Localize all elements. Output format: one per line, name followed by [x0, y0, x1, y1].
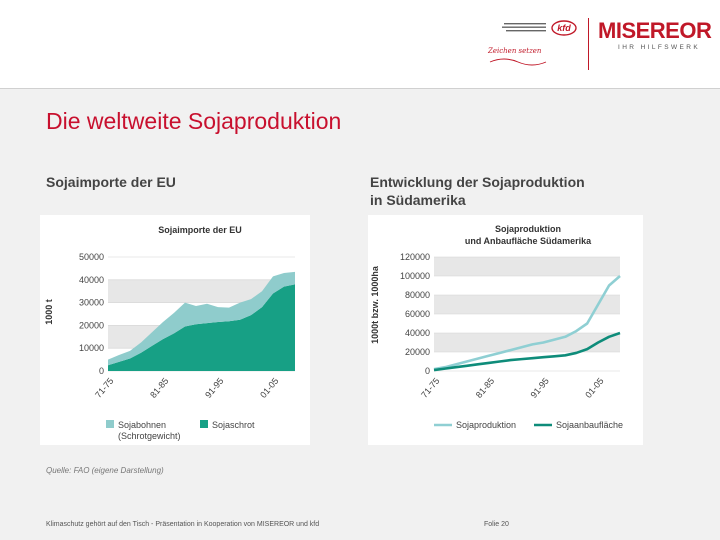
chart2-y-axis-label: 1000t bzw. 1000ha — [370, 265, 380, 344]
chart2-grid-band — [434, 295, 620, 314]
chart2-title-line1: Sojaproduktion — [495, 224, 561, 234]
chart1-legend: Sojabohnen (Schrotgewicht) Sojaschrot — [106, 420, 255, 441]
chart1-y-axis-label: 1000 t — [44, 299, 54, 325]
chart2-y-tick-label: 80000 — [405, 290, 430, 300]
line-sojaanbauflaeche — [433, 331, 621, 372]
line-sojaproduktion — [433, 275, 621, 371]
legend-swatch-sojaschrot — [200, 420, 208, 428]
chart1-y-tick-label: 40000 — [79, 275, 104, 285]
area-sojaschrot — [108, 284, 295, 371]
chart1-y-tick-label: 30000 — [79, 298, 104, 308]
legend-label-sojabohnen: Sojabohnen (Schrotgewicht) — [118, 420, 181, 441]
kfd-oval — [551, 20, 577, 36]
slide-header — [0, 0, 720, 88]
kfd-text: kfd — [557, 23, 571, 33]
chart1-y-tick-label: 10000 — [79, 343, 104, 353]
kfd-script-squiggle — [489, 58, 547, 66]
legend-label-line: Sojabohnen — [118, 420, 166, 430]
chart2-y-tick-label: 20000 — [405, 347, 430, 357]
misereor-subline: IHR HILFSWERK — [618, 44, 701, 51]
chart1-areas — [108, 271, 295, 371]
legend-label-sojaschrot: Sojaschrot — [212, 420, 255, 430]
chart1-grid-band — [108, 279, 295, 303]
chart2-grid-band — [434, 257, 620, 276]
kfd-tagline: Zeichen setzen — [487, 47, 542, 55]
left-heading: Sojaimporte der EU — [46, 174, 176, 190]
slide-title: Die weltweite Sojaproduktion — [46, 108, 342, 134]
area-sojabohnen — [108, 271, 295, 366]
chart2-y-tick-label: 120000 — [400, 252, 430, 262]
chart2-y-tick-label: 40000 — [405, 328, 430, 338]
legend-label-line: Sojaschrot — [212, 420, 255, 430]
chart2-background — [368, 215, 643, 445]
chart2-y-ticks: 0 20000 40000 60000 80000 100000 120000 — [400, 252, 430, 376]
chart1-y-ticks: 0 10000 20000 30000 40000 50000 — [79, 252, 104, 376]
logo-separator — [588, 18, 589, 70]
slide-number: Folie 20 — [484, 521, 509, 528]
chart2-gridlines — [434, 256, 620, 372]
chart2-y-tick-label: 60000 — [405, 309, 430, 319]
chart2-grid-band — [434, 333, 620, 352]
chart2-lines — [433, 275, 621, 372]
eu-imports-chart: Sojaimporte der EU 1000 t 0 10000 20000 300… — [40, 215, 310, 445]
legend-swatch-sojabohnen — [106, 420, 114, 428]
right-heading-line1: Entwicklung der Sojaproduktion — [370, 174, 585, 190]
chart2-y-tick-label: 100000 — [400, 271, 430, 281]
chart2-legend: Sojaproduktion Sojaanbaufläche — [434, 420, 623, 430]
chart1-y-tick-label: 0 — [99, 366, 104, 376]
chart2-title-line2: und Anbaufläche Südamerika — [465, 236, 592, 246]
source-note: Quelle: FAO (eigene Darstellung) — [46, 466, 164, 475]
misereor-name: MISEREOR — [598, 18, 712, 43]
legend-label-sojaproduktion: Sojaproduktion — [456, 420, 516, 430]
chart1-y-tick-label: 20000 — [79, 320, 104, 330]
legend-label-line: (Schrotgewicht) — [118, 431, 181, 441]
kfd-logo: kfd Zeichen setzen — [487, 20, 577, 66]
right-heading-line2: in Südamerika — [370, 192, 466, 208]
chart1-y-tick-label: 50000 — [79, 252, 104, 262]
footer-text: Klimaschutz gehört auf den Tisch - Präse… — [46, 521, 320, 528]
legend-label-sojaanbauflaeche: Sojaanbaufläche — [556, 420, 623, 430]
kfd-small-text-block — [502, 23, 546, 32]
chart1-title: Sojaimporte der EU — [158, 225, 242, 235]
chart2-y-tick-label: 0 — [425, 366, 430, 376]
header-divider — [0, 88, 720, 89]
misereor-logo: MISEREOR IHR HILFSWERK — [598, 20, 716, 54]
south-america-chart: Sojaproduktion und Anbaufläche Südamerik… — [368, 215, 643, 445]
